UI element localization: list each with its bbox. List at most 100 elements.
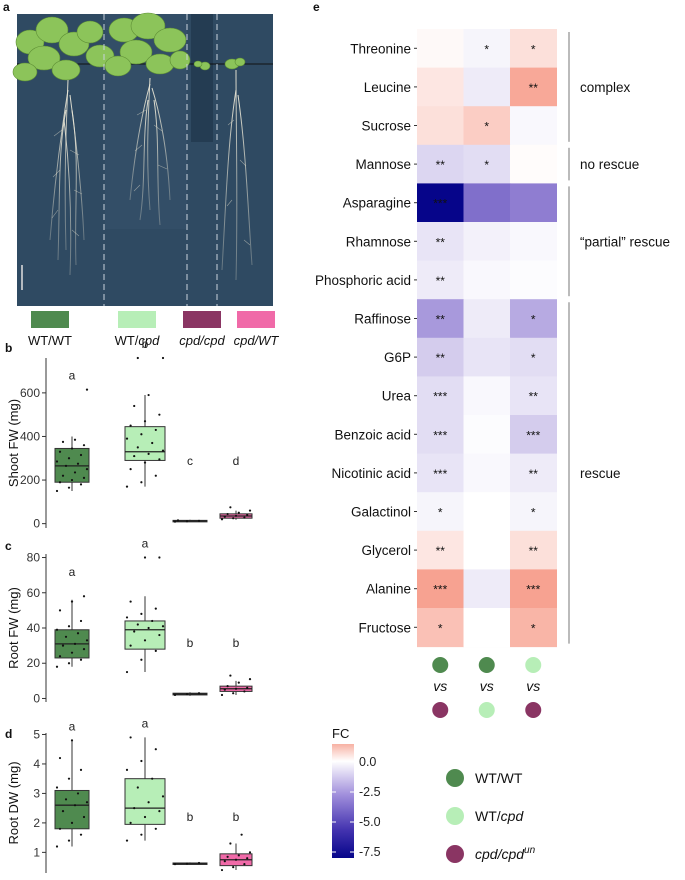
heatmap-cell <box>417 144 464 184</box>
group-label: no rescue <box>580 157 639 172</box>
colorbar-gradient <box>332 744 354 858</box>
data-point <box>237 854 240 857</box>
data-point <box>154 748 157 751</box>
data-point <box>58 609 62 612</box>
data-point <box>185 862 189 865</box>
significance-mark: ** <box>529 81 539 95</box>
data-point <box>151 619 154 623</box>
panel-label-a: a <box>3 0 10 14</box>
data-point <box>82 595 86 598</box>
group-label: “partial” rescue <box>580 234 670 249</box>
data-point <box>226 512 229 516</box>
y-axis-label: Root DW (mg) <box>6 761 21 844</box>
heatmap-cell <box>463 144 511 184</box>
significance-letter: a <box>69 369 76 383</box>
significance-letter: b <box>233 636 240 650</box>
heatmap-row-label: Phosphoric acid <box>315 273 411 288</box>
data-point <box>154 607 157 610</box>
data-point <box>61 440 65 444</box>
data-point <box>143 639 147 642</box>
heatmap-cell <box>463 530 511 570</box>
heatmap-cell <box>510 299 557 339</box>
heatmap-cell <box>463 260 511 300</box>
data-point <box>151 777 154 780</box>
data-point <box>79 483 83 486</box>
genotype-swatch <box>118 311 156 328</box>
box-3: d <box>219 454 253 521</box>
heatmap-cell <box>510 67 557 107</box>
significance-mark: *** <box>526 583 540 597</box>
data-point <box>125 670 129 674</box>
data-point <box>58 756 62 760</box>
data-point <box>58 655 62 658</box>
data-point <box>70 478 74 482</box>
data-point <box>67 625 71 628</box>
column-top-swatch <box>478 657 495 673</box>
heatmap-cell <box>417 299 464 339</box>
heatmap-cell <box>463 222 511 262</box>
significance-mark: *** <box>433 197 447 211</box>
colorbar-tick-label: -5.0 <box>359 815 381 829</box>
legend-swatch <box>446 807 464 825</box>
data-point <box>158 413 161 416</box>
legend-swatch <box>446 769 464 787</box>
significance-letter: b <box>233 810 240 824</box>
heatmap-cell <box>510 144 557 184</box>
data-point <box>143 556 147 559</box>
significance-mark: * <box>531 621 536 635</box>
y-tick-label: 60 <box>27 586 41 600</box>
genotype-label: WT/WT <box>28 333 72 348</box>
data-point <box>55 845 59 848</box>
data-point <box>185 692 189 696</box>
data-point <box>129 600 132 603</box>
data-point <box>154 428 157 432</box>
column-vs-label: vs <box>526 678 540 694</box>
data-point <box>82 648 86 651</box>
data-point <box>234 514 238 517</box>
heatmap-row-label: Nicotinic acid <box>331 466 411 481</box>
significance-letter: a <box>142 716 149 730</box>
significance-letter: c <box>187 454 193 468</box>
significance-mark: * <box>531 351 536 365</box>
genotype-swatch <box>237 311 275 328</box>
legend-label: cpd/cpdun <box>475 845 536 862</box>
data-point <box>76 462 80 465</box>
legend-label: WT/cpd <box>475 808 524 824</box>
data-point <box>58 450 62 453</box>
significance-mark: * <box>484 42 489 56</box>
data-point <box>140 759 143 763</box>
heatmap-cell <box>510 415 557 455</box>
data-point <box>58 827 62 830</box>
heatmap-cell <box>463 67 511 107</box>
heatmap-row-label: Mannose <box>355 157 411 172</box>
heatmap-cell <box>510 453 557 493</box>
data-point <box>158 633 161 637</box>
significance-mark: * <box>438 621 443 635</box>
heatmap-cell <box>417 569 464 609</box>
data-point <box>70 447 74 450</box>
significance-mark: ** <box>436 274 446 288</box>
data-point <box>143 815 147 819</box>
heatmap-cell <box>417 415 464 455</box>
heatmap-cell <box>417 453 464 493</box>
data-point <box>237 511 240 514</box>
heatmap-cell <box>463 376 511 416</box>
significance-mark: ** <box>529 544 539 558</box>
heatmap-row-label: Rhamnose <box>346 234 411 249</box>
data-point <box>125 485 129 488</box>
data-point <box>185 520 189 523</box>
heatmap-cell <box>510 569 557 609</box>
genotype-legend-e: WT/WT WT/cpd cpd/cpdun <box>446 769 536 863</box>
heatmap-cell <box>510 29 557 69</box>
y-tick-label: 5 <box>33 727 40 741</box>
box-0: a <box>54 719 90 848</box>
data-point <box>61 474 65 477</box>
significance-letter: a <box>142 537 149 551</box>
data-point <box>67 486 71 489</box>
significance-mark: ** <box>436 351 446 365</box>
data-point <box>76 632 80 635</box>
plant-photo <box>12 12 273 306</box>
data-point <box>140 433 143 436</box>
y-axis-label: Shoot FW (mg) <box>6 399 21 487</box>
box-plot-c: 0 20 40 60 80 Root FW (mg) a a b b <box>6 537 253 705</box>
